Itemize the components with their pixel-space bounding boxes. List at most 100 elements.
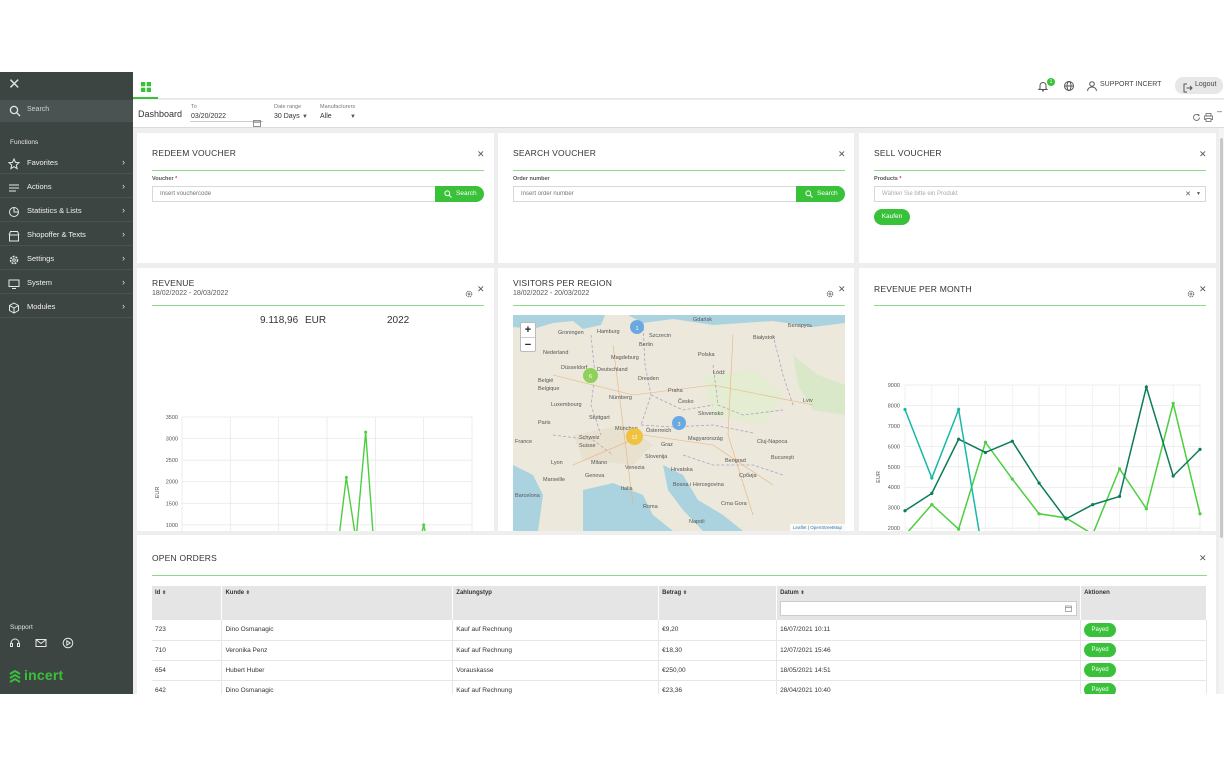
cell-betrag: €250,00 [658,660,778,681]
close-icon[interactable]: ✕ [838,149,846,159]
data-point [983,440,988,444]
data-point [1144,507,1148,511]
clear-icon[interactable]: ✕ [1185,191,1191,198]
chevron-right-icon: › [122,157,125,167]
order-search-button[interactable]: Search [796,186,845,202]
sidebar-search[interactable]: Search [0,100,133,122]
print-icon[interactable] [1204,109,1213,122]
sidebar-item-label: Favorites [27,158,58,167]
cell-kunde: Hubert Huber [221,660,454,681]
payed-badge[interactable]: Payed [1084,643,1117,657]
column-header-label: Betrag [662,590,682,596]
column-header-kunde[interactable]: Kunde ⬍ [221,586,454,620]
y-tick-label: 1500 [166,501,178,507]
user-name[interactable]: SUPPORT INCERT [1100,81,1162,88]
map-cluster-marker[interactable]: 1 [630,320,644,334]
page-scrollbar[interactable] [1219,128,1224,694]
voucher-code-input[interactable] [152,186,436,202]
close-icon[interactable]: ✕ [1199,284,1207,294]
osm-link[interactable]: OpenStreetMap [810,525,842,530]
close-icon[interactable]: ✕ [1199,553,1207,563]
y-tick-label: 8000 [888,403,900,409]
scrollbar-thumb[interactable] [1220,138,1223,538]
gear-icon[interactable] [465,285,473,298]
calendar-icon[interactable] [253,114,261,127]
close-icon[interactable]: ✕ [477,284,485,294]
to-label: To [191,104,197,110]
map-label: Deutschland [597,367,628,373]
voucher-field-label-text: Voucher [152,176,174,182]
close-icon[interactable]: ✕ [8,76,21,93]
map-label: Marseille [543,477,566,483]
y-tick-label: 1000 [166,523,178,529]
close-icon[interactable]: ✕ [838,284,846,294]
data-point [983,450,988,455]
leaflet-link[interactable]: Leaflet [793,525,807,530]
manufacturers-select[interactable]: Alle [320,113,332,120]
column-header-betrag[interactable]: Betrag ⬍ [658,586,778,620]
sidebar-item-favorites[interactable]: Favorites › [0,152,133,174]
payed-badge[interactable]: Payed [1084,622,1117,637]
notification-count-badge: 1 [1047,78,1055,86]
payed-badge[interactable]: Payed [1084,663,1117,677]
data-point [957,437,961,441]
data-point [1144,385,1148,389]
dashboard-tab[interactable] [133,72,158,99]
sidebar-item-system[interactable]: System › [0,272,133,294]
sidebar-item-settings[interactable]: Settings › [0,248,133,270]
refresh-icon[interactable] [1192,109,1201,121]
map-label: Nederland [543,350,569,356]
collapse-icon[interactable]: – [1217,106,1223,116]
card-divider [152,575,1207,576]
payed-badge[interactable]: Payed [1084,683,1117,694]
sidebar-item-statistics[interactable]: Statistics & Lists › [0,200,133,222]
map-label: Łódź [713,370,725,376]
order-number-input[interactable] [513,186,797,202]
logout-icon [1183,80,1193,93]
product-select[interactable]: Wählen Sie bitte ein Produkt ✕ ▼ [874,186,1206,202]
bell-icon[interactable] [1037,79,1049,92]
close-icon[interactable]: ✕ [1199,149,1207,159]
map-label: Barcelona [515,493,540,499]
logout-button[interactable]: Logout [1175,77,1223,94]
zoom-out-button[interactable]: − [521,337,535,351]
map-cluster-marker[interactable]: 3 [672,416,686,430]
map-label: Hrvatska [671,467,693,473]
globe-icon[interactable] [1063,79,1075,91]
play-icon[interactable] [62,636,74,649]
column-header-aktionen: Aktionen [1080,586,1207,620]
table-row[interactable]: 642 Dino Osmanagic Kauf auf Rechnung €23… [152,680,1207,694]
incert-logo-mark [8,669,22,683]
sidebar-item-label: Modules [27,302,56,311]
gear-icon[interactable] [826,285,834,298]
table-row[interactable]: 710 Veronika Penz Kauf auf Rechnung €18,… [152,640,1207,661]
mail-icon[interactable] [35,636,47,648]
sidebar-item-modules[interactable]: Modules › [0,296,133,318]
y-tick-label: 5000 [888,465,900,471]
sort-icon: ⬍ [245,590,250,596]
visitors-card: VISITORS PER REGION 18/02/2022 - 20/03/2… [498,268,854,531]
zoom-in-button[interactable]: + [524,324,532,336]
sidebar-item-shopoffer[interactable]: Shopoffer & Texts › [0,224,133,246]
to-date-input[interactable] [190,112,263,122]
column-header-datum[interactable]: Datum ⬍ [776,586,1082,620]
map-cluster-marker[interactable]: 12 [626,428,643,445]
map-cluster-marker[interactable]: 6 [583,368,598,383]
gear-icon[interactable] [1187,285,1195,298]
column-header-label: Kunde [225,590,245,596]
date-range-select[interactable]: 30 Days [274,113,300,120]
series-line-2022 [904,406,980,531]
y-tick-label: 7000 [888,424,900,430]
date-filter-input[interactable] [780,601,1078,616]
headset-icon[interactable] [9,636,21,648]
y-tick-label: 2000 [888,526,900,531]
redeem-search-button[interactable]: Search [435,186,484,202]
table-row[interactable]: 723 Dino Osmanagic Kauf auf Rechnung €9,… [152,620,1207,641]
column-header-id[interactable]: Id ⬍ [152,586,223,620]
table-row[interactable]: 654 Hubert Huber Vorauskasse €250,00 18/… [152,660,1207,681]
sidebar-item-actions[interactable]: Actions › [0,176,133,198]
kaufen-button[interactable]: Kaufen [874,209,910,225]
close-icon[interactable]: ✕ [477,149,485,159]
map-label: München [615,426,638,432]
region-map[interactable]: + − Gdańsk Hamburg Szczecin Groningen Be… [513,315,845,531]
